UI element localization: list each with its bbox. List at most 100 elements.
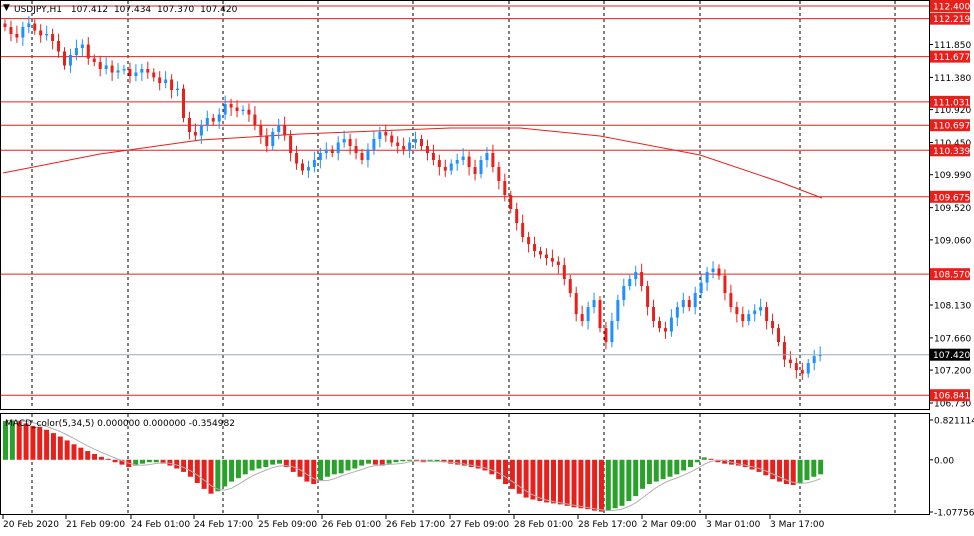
- price-panel-frame: [0, 0, 930, 410]
- candle-body: [533, 244, 537, 252]
- candle-body: [289, 135, 293, 154]
- time-tick-label: 27 Feb 09:00: [450, 520, 509, 530]
- candle-body: [503, 181, 507, 196]
- candle-body: [515, 209, 519, 224]
- macd-bar: [3, 421, 8, 460]
- level-tag-box: [930, 144, 970, 157]
- candle-body: [211, 118, 215, 122]
- candle-body: [378, 132, 382, 140]
- macd-bar: [441, 459, 447, 463]
- candle-body: [140, 69, 144, 73]
- candle-body: [283, 125, 287, 136]
- time-tick-label: 3 Mar 17:00: [770, 520, 825, 530]
- candle-body: [9, 27, 13, 35]
- price-tick-label: 106.730: [934, 400, 971, 410]
- macd-bar: [290, 459, 296, 472]
- macd-bar: [187, 459, 193, 477]
- candle-body: [711, 268, 715, 273]
- candle-body: [110, 65, 114, 73]
- macd-bar: [78, 447, 84, 460]
- macd-bar: [722, 459, 728, 464]
- macd-bar: [681, 459, 687, 471]
- time-axis: 20 Feb 2020 21 Feb 09:00 24 Feb 01:00 24 Fe…: [2, 515, 825, 530]
- candle-body: [229, 104, 233, 108]
- macd-bar: [222, 459, 228, 487]
- candle-body: [765, 307, 769, 322]
- candle-body: [705, 272, 709, 283]
- candle-body: [598, 300, 602, 329]
- candle-body: [265, 135, 269, 147]
- candle-body: [271, 132, 275, 147]
- candle-body: [663, 328, 667, 332]
- macd-bar: [434, 459, 440, 462]
- candle-body: [753, 310, 757, 315]
- candle-body: [158, 77, 162, 84]
- candle-body: [592, 300, 596, 308]
- macd-bar: [263, 459, 269, 468]
- candle-body: [687, 300, 691, 308]
- macd-bar: [379, 459, 385, 466]
- candle-body: [652, 307, 656, 322]
- candle-body: [491, 153, 495, 168]
- macd-bar: [324, 459, 330, 477]
- macd-bar: [667, 459, 673, 477]
- macd-bar: [249, 459, 255, 471]
- macd-bar: [660, 459, 666, 480]
- candle-body: [759, 307, 763, 311]
- candle-body: [675, 307, 679, 318]
- collapse-triangle-icon[interactable]: ▼: [3, 3, 10, 13]
- macd-bar: [105, 458, 111, 460]
- candle-body: [431, 153, 435, 161]
- candle-body: [146, 69, 150, 73]
- candle-body: [342, 139, 346, 143]
- candle-body: [467, 156, 471, 168]
- candle-body: [771, 321, 775, 329]
- macd-bar: [455, 459, 461, 465]
- macd-bar: [297, 459, 303, 477]
- macd-bar: [318, 459, 324, 481]
- candle-body: [104, 65, 108, 70]
- symbol-label: USDJPY,H1: [14, 5, 62, 15]
- macd-bar: [598, 459, 604, 512]
- level-price-tags: 112.400 112.219 111.677 111.031 110.697 110.3…: [930, 0, 970, 402]
- moving-average-line: [2, 127, 823, 199]
- candle-body: [794, 363, 798, 371]
- candle-body: [402, 146, 406, 150]
- macd-bar: [311, 459, 317, 485]
- macd-bar: [208, 459, 214, 494]
- macd-tick-label: 0.00: [934, 456, 954, 466]
- candle-body: [312, 160, 316, 168]
- macd-bar: [612, 459, 618, 509]
- macd-bar: [797, 459, 803, 484]
- level-tag-text: 112.219: [933, 15, 970, 25]
- macd-bar: [818, 459, 824, 475]
- macd-bar: [146, 459, 152, 463]
- price-tick-label: 108.130: [934, 301, 971, 311]
- macd-bar: [44, 429, 50, 460]
- candle-body: [152, 72, 156, 78]
- candle-body: [782, 342, 786, 360]
- candle-body: [247, 109, 251, 115]
- macd-bar: [708, 458, 714, 460]
- macd-bar: [653, 459, 659, 482]
- candle-body: [182, 88, 185, 119]
- candle-body: [164, 79, 168, 84]
- candle-body: [681, 300, 685, 308]
- candle-body: [717, 268, 721, 276]
- macd-bar: [194, 459, 200, 484]
- candle-body: [63, 51, 66, 66]
- candle-body: [259, 125, 263, 136]
- level-tag-text: 111.677: [933, 53, 970, 63]
- macd-bar: [694, 459, 700, 463]
- macd-bar: [646, 459, 652, 485]
- macd-bar: [414, 459, 419, 461]
- candle-body: [330, 149, 334, 154]
- candle-body: [777, 328, 780, 343]
- macd-bar: [544, 459, 550, 503]
- horizontal-levels[interactable]: [1, 5, 929, 396]
- macd-bar: [688, 459, 693, 468]
- candle-body: [580, 314, 584, 322]
- high-value: 107.434: [114, 5, 151, 15]
- level-tag-text: 108.570: [933, 271, 970, 281]
